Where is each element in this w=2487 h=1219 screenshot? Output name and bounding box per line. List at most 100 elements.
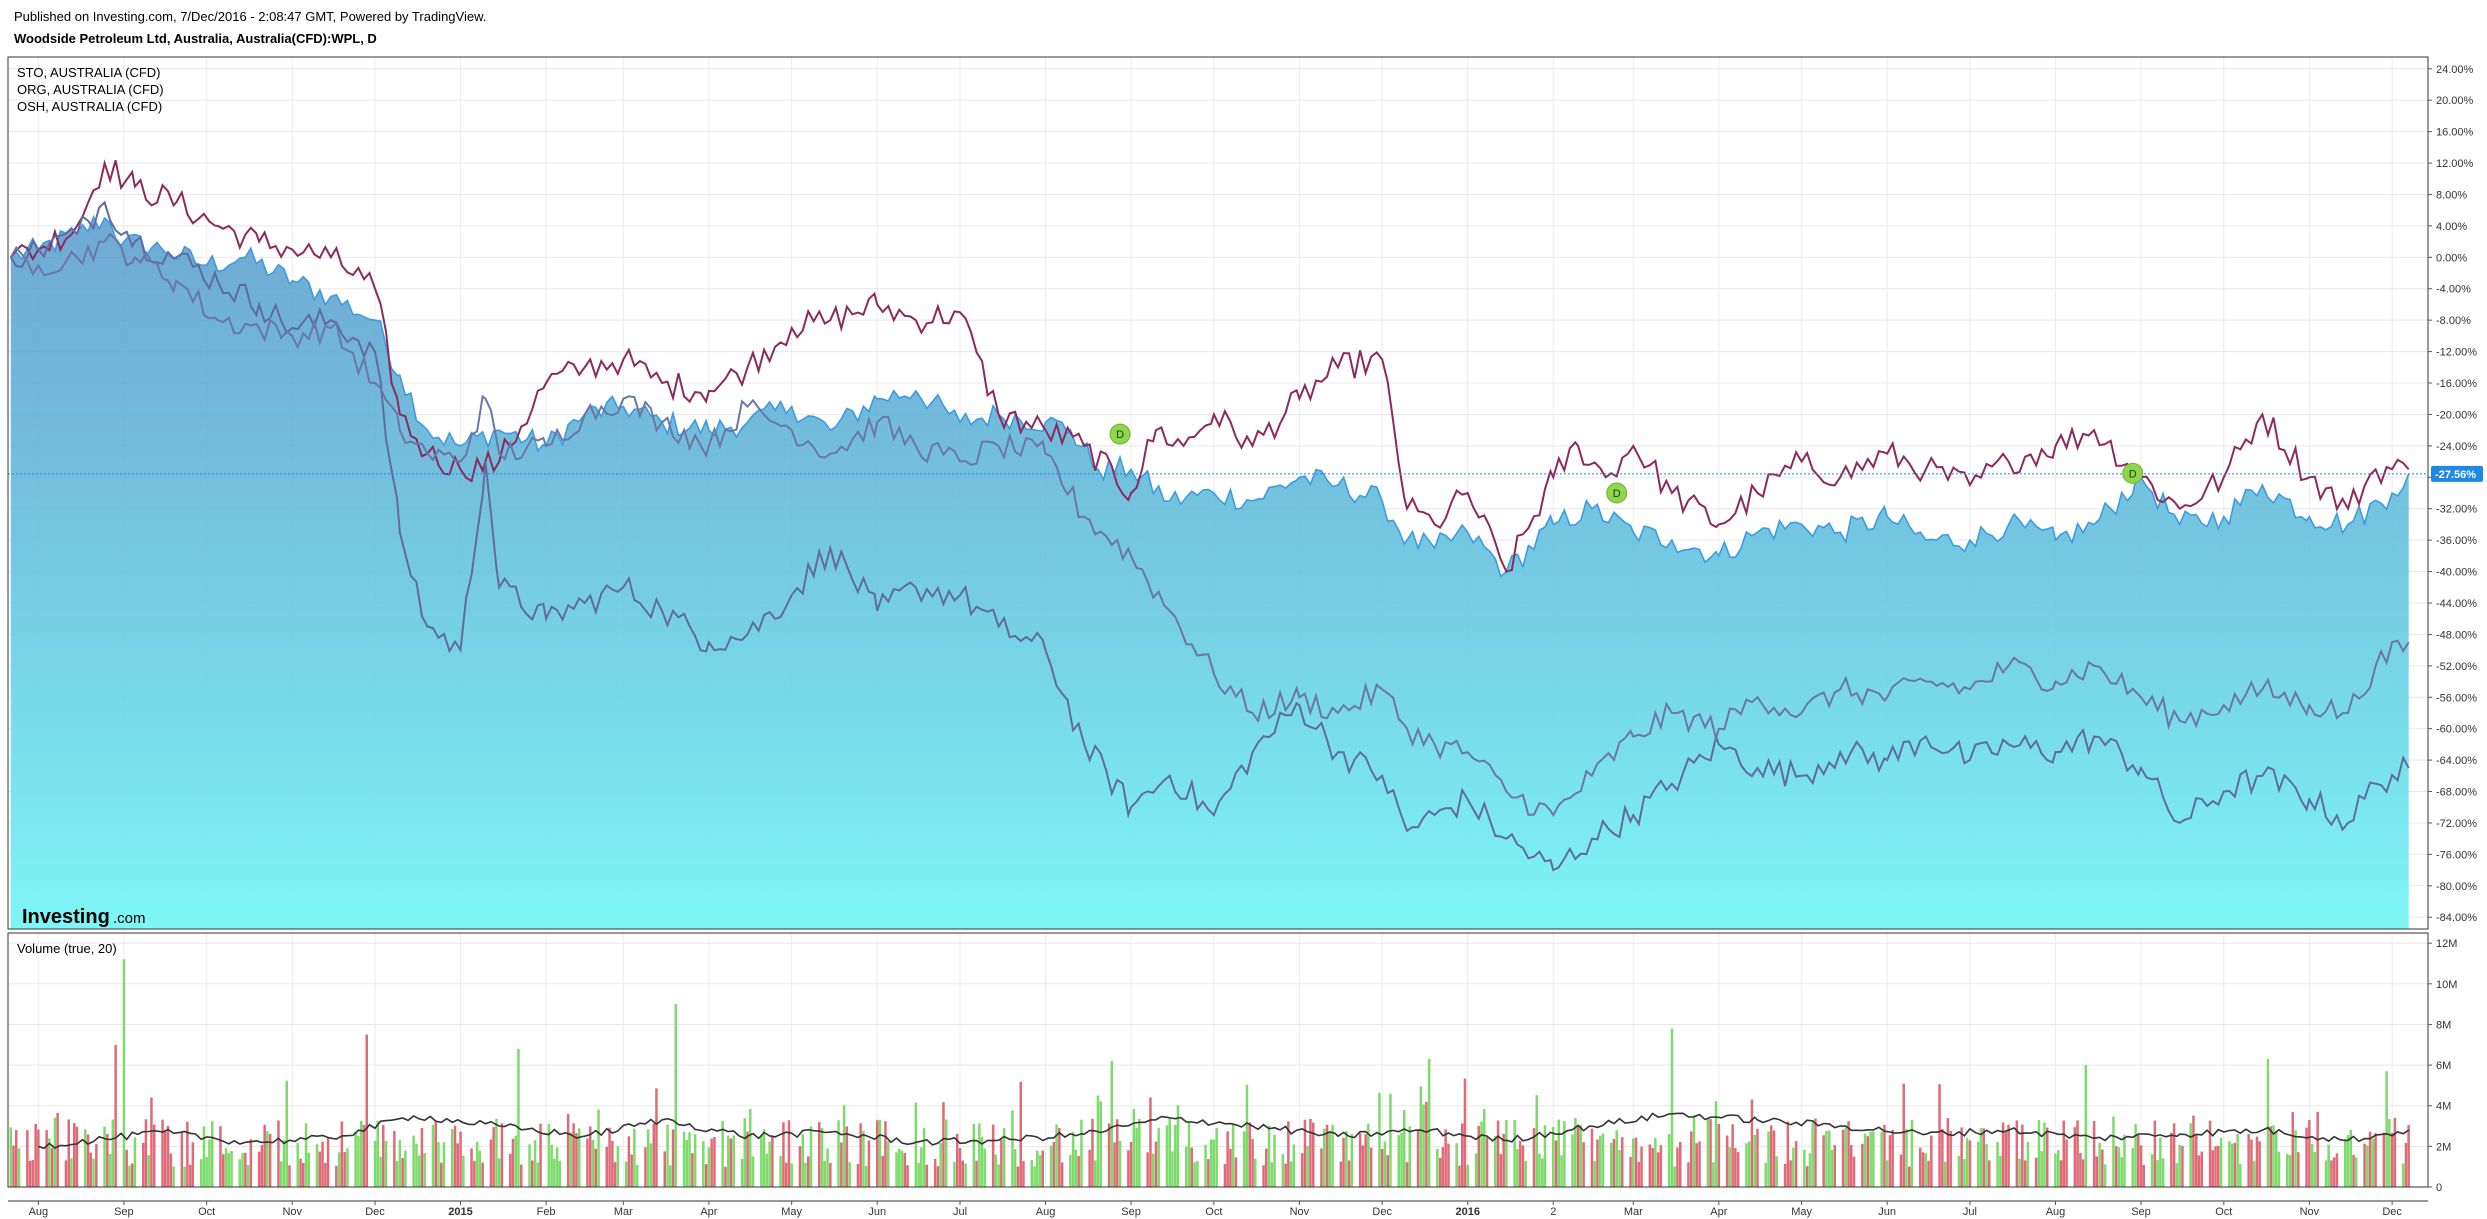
volume-bar-up [1033,1166,1036,1187]
volume-bar-down [2023,1160,2027,1187]
volume-bar-up [1598,1135,1602,1187]
volume-bar-down [1789,1160,1792,1187]
dividend-marker-dot [2122,462,2144,484]
x-tick-label: Mar [614,1206,633,1218]
volume-bar-up [199,1159,203,1187]
volume-bar-up [1071,1132,1075,1187]
volume-bar-up [404,1150,407,1187]
y-tick-label: -36.00% [2436,535,2477,547]
volume-bar-down [299,1158,302,1187]
volume-bar-up [555,1147,559,1187]
volume-bar-up [2103,1164,2107,1187]
volume-bar-up [1110,1061,1113,1187]
volume-bar-down [2137,1134,2140,1187]
volume-bar-down [2305,1127,2308,1187]
volume-bar-down [566,1113,570,1187]
volume-bar-up [1378,1092,1381,1187]
volume-bar-down [34,1124,37,1187]
volume-bar-down [1113,1142,1116,1187]
volume-bar-up [442,1142,446,1187]
volume-bar-down [1946,1118,1950,1187]
dividend-marker[interactable]: D [2122,462,2144,484]
volume-bar-down [2308,1119,2311,1187]
volume-bar-down [1861,1143,1864,1187]
volume-bar-down [1518,1140,1522,1187]
volume-bar-up [2112,1116,2115,1187]
volume-bar-up [2123,1134,2126,1187]
volume-bar-down [1320,1148,1323,1187]
volume-bar-up [2371,1139,2375,1187]
volume-bar-up [1397,1135,1400,1187]
volume-bar-down [125,1149,128,1187]
volume-bar-up [1880,1131,1883,1187]
volume-bar-up [2346,1135,2350,1187]
x-tick-label: Aug [29,1206,49,1218]
volume-bar-up [208,1139,211,1187]
x-tick-label: Sep [114,1206,134,1218]
volume-bar-up [762,1129,766,1187]
volume-bar-down [1805,1166,1809,1187]
volume-bar-down [958,1148,962,1187]
volume-bar-down [2192,1115,2195,1187]
volume-bar-up [1403,1110,1406,1187]
volume-bar-down [1521,1145,1525,1187]
volume-bar-up [765,1153,769,1187]
volume-bar-down [459,1131,462,1187]
volume-bar-up [1552,1127,1555,1187]
volume-bar-down [31,1160,35,1187]
dividend-marker-label: D [1613,488,1621,500]
volume-bar-up [1775,1156,1778,1187]
volume-bar-up [2159,1137,2162,1187]
volume-bar-down [188,1164,192,1187]
volume-bar-up [624,1161,628,1187]
y-tick-label: -20.00% [2436,409,2477,421]
volume-bar-up [1094,1160,1097,1187]
volume-bar-down [771,1135,774,1187]
volume-bar-up [2275,1130,2278,1187]
volume-bar-down [2197,1155,2201,1187]
volume-bar-up [1011,1110,1014,1187]
volume-bar-down [2368,1131,2372,1187]
volume-bar-up [1176,1105,1180,1187]
volume-bar-down [539,1123,542,1187]
volume-bar-down [1499,1154,1503,1187]
dividend-marker[interactable]: D [1109,423,1131,445]
volume-bar-down [2046,1127,2049,1187]
x-tick-label: Aug [1036,1206,1056,1218]
volume-bar-down [1927,1160,1930,1187]
volume-bar-up [346,1148,349,1187]
volume-bar-down [473,1160,476,1187]
volume-bar-up [1030,1160,1033,1187]
volume-bar-up [1135,1127,1138,1187]
volume-bar-down [15,1130,18,1187]
volume-bar-up [246,1165,250,1187]
volume-bar-up [497,1158,501,1187]
volume-bar-up [1574,1117,1577,1187]
volume-bar-up [2134,1124,2137,1187]
volume-bar-down [1060,1162,1064,1187]
volume-bar-up [128,1165,131,1187]
volume-bar-down [691,1153,694,1187]
volume-bar-up [1306,1145,1309,1187]
volume-bar-up [1673,1166,1676,1187]
y-tick-label: 4M [2436,1101,2451,1113]
volume-bar-up [211,1121,214,1187]
volume-bar-up [1538,1153,1541,1187]
x-tick-label: Apr [1710,1206,1727,1218]
volume-bar-down [2208,1120,2212,1187]
volume-bar-up [823,1161,826,1187]
last-value-badge: -27.56% [2431,465,2483,482]
volume-bar-up [1560,1155,1563,1187]
volume-bar-down [1077,1155,1080,1187]
volume-bar-up [17,1148,21,1187]
x-tick-label: May [1791,1206,1812,1218]
volume-bar-down [2382,1132,2386,1187]
volume-bar-down [1576,1126,1580,1187]
volume-bar-down [876,1120,879,1187]
volume-bar-down [489,1139,493,1187]
volume-bar-up [2219,1137,2223,1187]
dividend-marker[interactable]: D [1606,482,1628,504]
volume-bar-up [528,1144,531,1187]
volume-bar-up [1323,1128,1326,1187]
volume-bar-up [1753,1134,1756,1187]
